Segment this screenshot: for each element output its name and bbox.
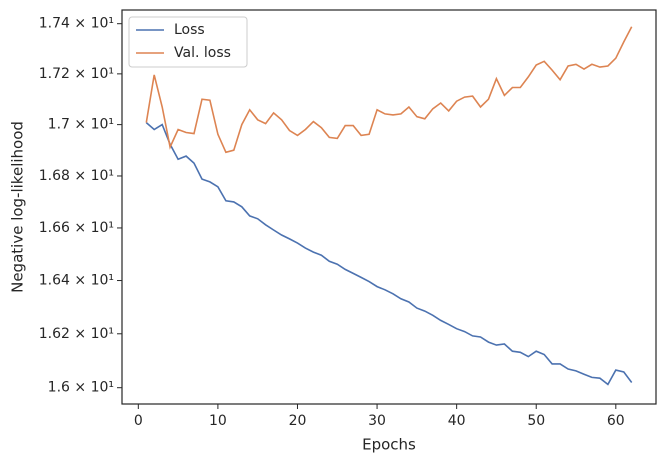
legend-label: Loss [174,22,205,38]
x-tick-label: 30 [368,413,386,429]
legend-label: Val. loss [174,45,231,61]
y-tick-label: 1.7 × 10¹ [48,117,114,133]
x-tick-label: 0 [134,413,143,429]
x-tick-label: 40 [448,413,466,429]
y-tick-label: 1.62 × 10¹ [39,326,114,342]
y-tick-label: 1.68 × 10¹ [39,168,114,184]
legend: Loss Val. loss [128,16,248,68]
y-tick-label: 1.72 × 10¹ [39,66,114,82]
line [145,121,633,386]
y-tick-label: 1.64 × 10¹ [39,273,114,289]
y-tick-label: 1.66 × 10¹ [39,220,114,236]
line [145,26,633,154]
y-axis-label: Negative log-likelihood [9,121,27,293]
x-tick-label: 10 [209,413,227,429]
y-tick-label: 1.6 × 10¹ [48,380,114,396]
y-tick-label: 1.74 × 10¹ [39,16,114,32]
x-tick-label: 20 [289,413,307,429]
plot-frame [121,9,657,405]
x-tick-label: 50 [527,413,545,429]
x-axis-label: Epochs [362,436,416,454]
x-tick-label: 60 [607,413,625,429]
